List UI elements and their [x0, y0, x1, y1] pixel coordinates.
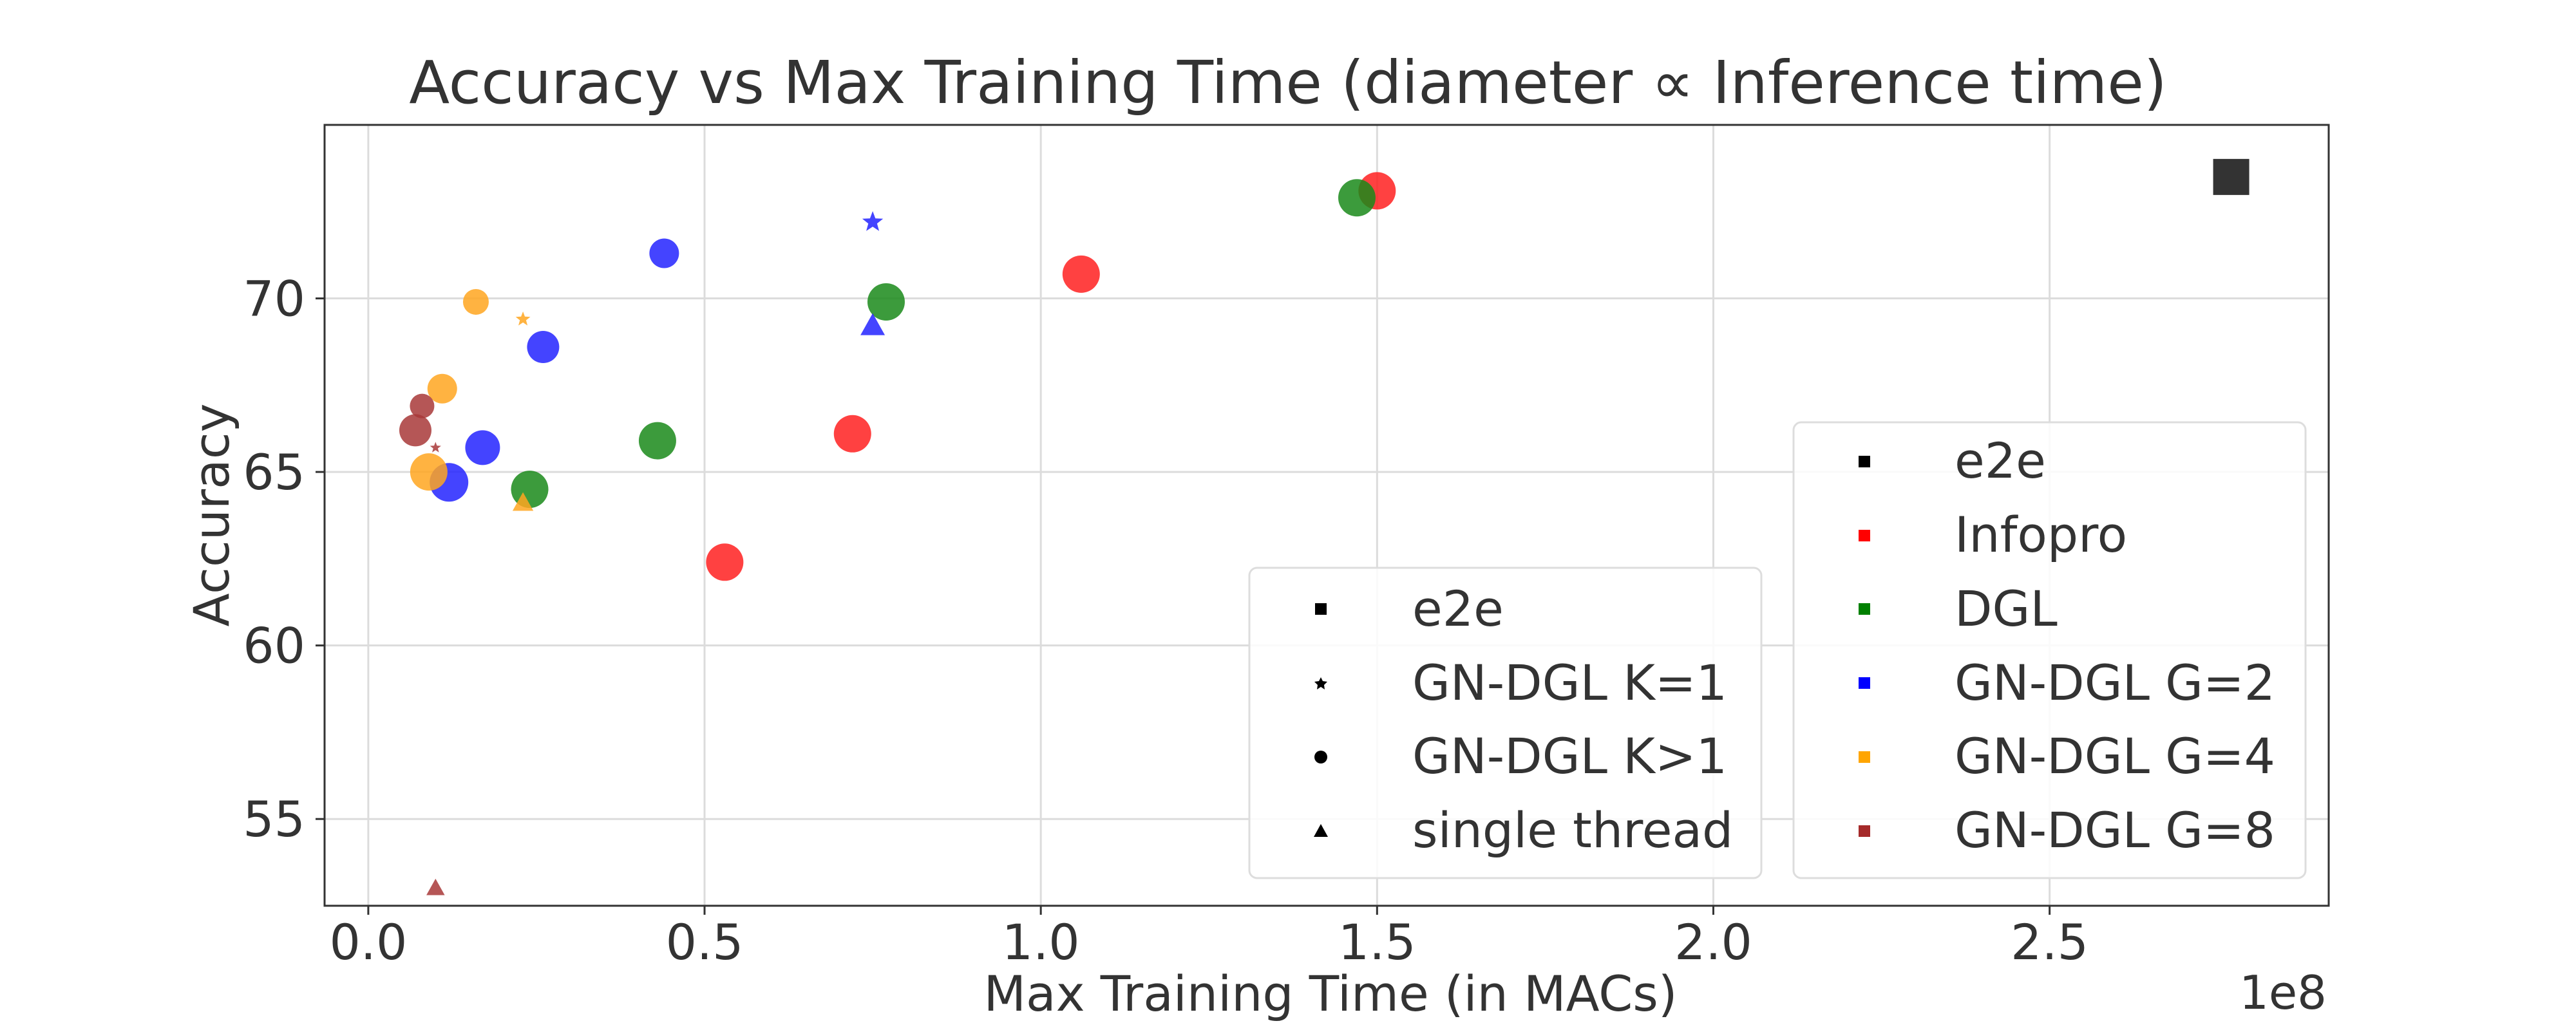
point-gn-dgl-g-2-triangle — [860, 313, 886, 335]
legend-colors-box — [1792, 421, 2307, 879]
plot-frame — [323, 124, 2330, 907]
legend-color-label: DGL — [1955, 580, 2058, 637]
point-dgl-circle — [511, 471, 549, 509]
legend-color-label: GN-DGL G=4 — [1955, 727, 2275, 785]
x-tick-label: 2.0 — [1674, 913, 1752, 971]
legend-swatch — [1859, 825, 1870, 837]
chart-title: Accuracy vs Max Training Time (diameter … — [409, 48, 2166, 117]
legend-color-e2e: e2e — [1859, 432, 2046, 489]
point-gn-dgl-g-8-triangle — [426, 879, 445, 895]
y-tick-label: 65 — [243, 444, 305, 501]
legend-color-label: e2e — [1955, 432, 2046, 489]
legend-swatch — [1859, 456, 1870, 467]
x-tick-label: 1.0 — [1002, 913, 1080, 971]
point-gn-dgl-g-8-circle — [399, 414, 431, 447]
legend-marker-label: single thread — [1412, 801, 1733, 859]
point-gn-dgl-g-4-circle — [462, 288, 489, 315]
legend-color-g8: GN-DGL G=8 — [1859, 801, 2275, 859]
legend-marker-label: GN-DGL K>1 — [1412, 727, 1727, 785]
y-axis-label: Accuracy — [183, 404, 240, 627]
legend-marker-label: e2e — [1412, 580, 1504, 637]
data-points — [399, 158, 2249, 895]
point-gn-dgl-g-2-circle — [649, 238, 679, 268]
point-gn-dgl-g-2-star — [862, 211, 884, 231]
point-infopro-circle — [833, 415, 871, 453]
legend-marker-kgt1: GN-DGL K>1 — [1314, 727, 1727, 785]
point-dgl-circle — [1338, 179, 1376, 217]
point-infopro-circle — [706, 543, 744, 581]
legend-colors: e2e Infopro DGL GN-DGL G=2 GN-DGL G=4 GN… — [1792, 421, 2307, 879]
legend-color-label: GN-DGL G=8 — [1955, 801, 2275, 859]
point-gn-dgl-g-4-circle — [410, 453, 448, 491]
legend-color-label: Infopro — [1955, 506, 2127, 563]
point-gn-dgl-g-4-triangle — [512, 492, 534, 511]
point-gn-dgl-g-4-star — [515, 311, 531, 326]
point-gn-dgl-g-2-circle — [465, 430, 500, 465]
legend-marker-label: GN-DGL K=1 — [1412, 654, 1727, 711]
legend-marker-k1: GN-DGL K=1 — [1314, 654, 1727, 711]
legend-markers-box — [1248, 566, 1763, 879]
legend-markers: e2e GN-DGL K=1 GN-DGL K>1 single thread — [1248, 566, 1763, 879]
x-tick-label: 1.5 — [1338, 913, 1416, 971]
x-axis-scale-label: 1e8 — [2239, 966, 2327, 1020]
circle-marker-icon — [1314, 751, 1327, 763]
x-tick-label: 0.5 — [666, 913, 744, 971]
point-infopro-circle — [1062, 255, 1100, 293]
star-marker-icon — [1314, 677, 1327, 689]
legend-color-g2: GN-DGL G=2 — [1859, 654, 2275, 711]
point-dgl-circle — [867, 283, 905, 321]
axis-ticks: 0.0 0.5 1.0 1.5 2.0 2.5 55 60 65 70 — [243, 270, 2088, 971]
legend-swatch — [1859, 530, 1870, 541]
legend-marker-e2e: e2e — [1315, 580, 1504, 637]
legend-marker-single-thread: single thread — [1314, 801, 1733, 859]
x-tick-label: 0.0 — [329, 913, 407, 971]
x-tick-label: 2.5 — [2011, 913, 2088, 971]
point-gn-dgl-g-2-circle — [527, 331, 560, 364]
legend-color-infopro: Infopro — [1859, 506, 2127, 563]
legend-swatch — [1859, 751, 1870, 763]
y-tick-label: 60 — [243, 617, 305, 675]
point-e2e-square — [2213, 158, 2249, 195]
point-gn-dgl-g-8-circle — [410, 393, 435, 418]
legend-swatch — [1859, 677, 1870, 689]
triangle-marker-icon — [1314, 824, 1328, 837]
legend-swatch — [1859, 603, 1870, 615]
legend-color-g4: GN-DGL G=4 — [1859, 727, 2275, 785]
x-axis-label: Max Training Time (in MACs) — [983, 965, 1677, 1022]
legend-color-dgl: DGL — [1859, 580, 2058, 637]
y-tick-label: 70 — [243, 270, 305, 328]
legend-color-label: GN-DGL G=2 — [1955, 654, 2275, 711]
point-gn-dgl-g-8-star — [430, 442, 441, 453]
square-marker-icon — [1315, 603, 1327, 615]
point-gn-dgl-g-4-circle — [427, 373, 457, 404]
point-dgl-circle — [638, 422, 676, 460]
y-tick-label: 55 — [243, 791, 305, 848]
